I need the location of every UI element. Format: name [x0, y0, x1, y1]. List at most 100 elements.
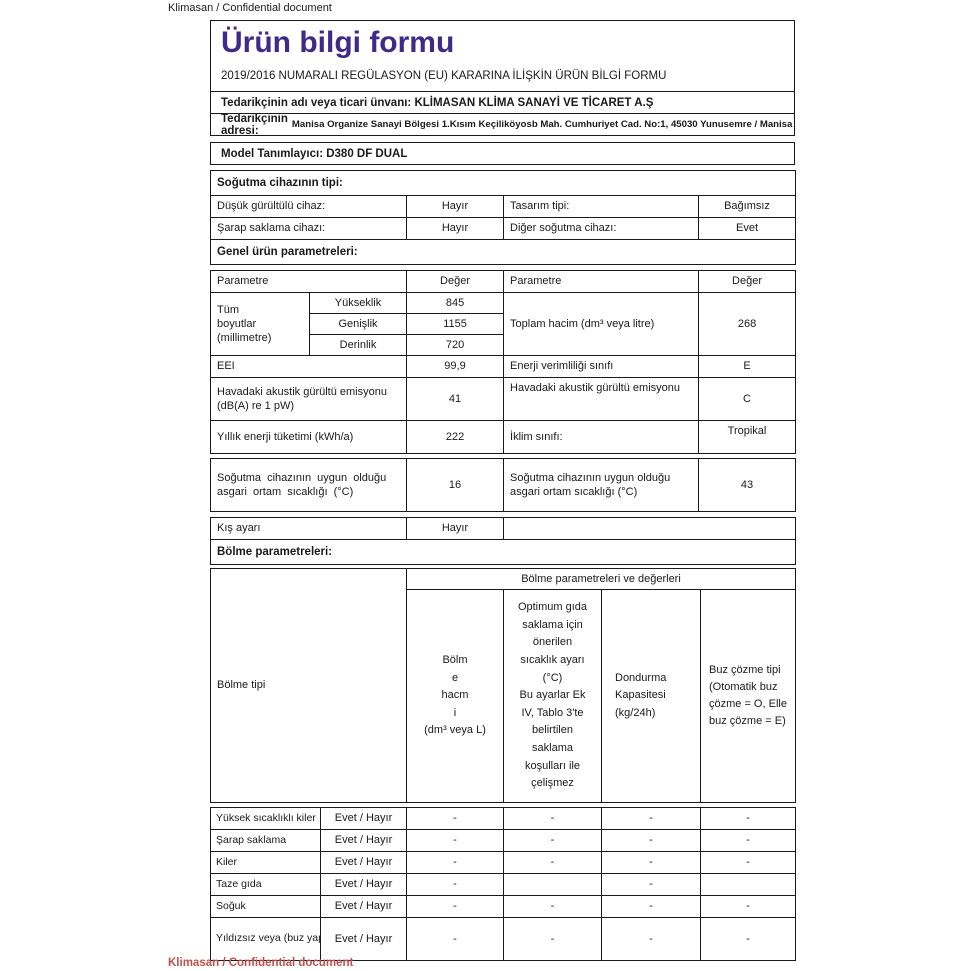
general-params-table: Parametre Değer Parametre Değer Tüm boyu…: [209, 270, 797, 454]
ambient-temp-table: Soğutma cihazının uygun olduğu asgari or…: [210, 458, 796, 512]
title-box: Ürün bilgi formu 2019/2016 NUMARALI REGÜ…: [210, 20, 795, 92]
row-zero-star-option: Evet / Hayır: [320, 917, 407, 961]
row-fresh-food-label: Taze gıda: [210, 873, 321, 896]
row-high-temp-cellar-option: Evet / Hayır: [320, 807, 407, 830]
row-chill-option: Evet / Hayır: [320, 895, 407, 918]
row-chill-label: Soğuk: [210, 895, 321, 918]
eei-value: 99,9: [406, 355, 505, 378]
compartment-temp-header: Optimum gıda saklama için önerilen sıcak…: [503, 589, 602, 803]
annual-energy-label: Yıllık enerji tüketimi (kWh/a): [209, 420, 408, 454]
row-wine-storage-v3: -: [601, 829, 701, 852]
row-fresh-food-v3: -: [601, 873, 701, 896]
row-cellar-option: Evet / Hayır: [320, 851, 407, 874]
dim-height-value: 845: [406, 292, 505, 314]
winter-setting-empty-cell: [503, 517, 796, 540]
total-volume-value: 268: [698, 292, 797, 356]
other-cooling-label: Diğer soğutma cihazı:: [503, 217, 699, 240]
dim-width-value: 1155: [406, 313, 505, 335]
dim-depth-label: Derinlik: [308, 334, 408, 356]
row-high-temp-cellar-v2: -: [503, 807, 602, 830]
dimensions-label: Tüm boyutlar (millimetre): [210, 292, 310, 356]
col-header-deger-left: Değer: [406, 270, 505, 293]
supplier-name: Tedarikçinin adı veya ticari ünvanı: KLİ…: [221, 96, 654, 109]
row-zero-star-v3: -: [601, 917, 701, 961]
row-fresh-food-v4: [700, 873, 796, 896]
supplier-name-row: Tedarikçinin adı veya ticari ünvanı: KLİ…: [210, 91, 795, 114]
row-wine-storage-v1: -: [406, 829, 504, 852]
row-high-temp-cellar-v3: -: [601, 807, 701, 830]
climate-class-label: İklim sınıfı:: [503, 420, 700, 454]
row-fresh-food-v1: -: [406, 873, 504, 896]
energy-class-label: Enerji verimliliği sınıfı: [503, 355, 700, 378]
page-title: Ürün bilgi formu: [221, 26, 455, 59]
winter-setting-value: Hayır: [406, 517, 504, 540]
col-header-deger-right: Değer: [698, 270, 797, 293]
row-cellar-label: Kiler: [210, 851, 321, 874]
noise-class-label: Havadaki akustik gürültü emisyonu: [503, 377, 700, 421]
model-identifier: Model Tanımlayıcı: D380 DF DUAL: [221, 147, 408, 160]
climate-class-value: Tropikal: [698, 420, 797, 454]
row-cellar-v3: -: [601, 851, 701, 874]
row-zero-star-v1: -: [406, 917, 504, 961]
row-cellar-v2: -: [503, 851, 602, 874]
general-params-heading: Genel ürün parametreleri:: [210, 239, 796, 265]
row-wine-storage-label: Şarap saklama: [210, 829, 321, 852]
wine-storage-label: Şarap saklama cihazı:: [210, 217, 407, 240]
row-cellar-v4: -: [700, 851, 796, 874]
min-ambient-temp-label: Soğutma cihazının uygun olduğu asgari or…: [210, 458, 407, 512]
row-wine-storage-v4: -: [700, 829, 796, 852]
eei-label: EEI: [209, 355, 408, 378]
row-fresh-food-v2: [503, 873, 602, 896]
winter-setting-label: Kış ayarı: [210, 517, 407, 540]
compartment-volume-header: Bölm e hacm i (dm³ veya L): [406, 589, 504, 803]
cooling-type-table: Soğutma cihazının tipi: Düşük gürültülü …: [210, 170, 796, 265]
row-high-temp-cellar-v4: -: [700, 807, 796, 830]
supplier-address-label: Tedarikçinin adresi:: [221, 112, 288, 137]
compartment-params-heading: Bölme parametreleri:: [210, 539, 796, 565]
design-type-value: Bağımsız: [698, 195, 796, 218]
row-chill-v2: -: [503, 895, 602, 918]
max-ambient-temp-value: 43: [698, 458, 796, 512]
other-cooling-value: Evet: [698, 217, 796, 240]
wine-storage-value: Hayır: [406, 217, 504, 240]
row-wine-storage-v2: -: [503, 829, 602, 852]
annual-energy-value: 222: [406, 420, 505, 454]
energy-class-value: E: [698, 355, 797, 378]
confidential-footer: Klimasan / Confidential document: [168, 957, 354, 969]
noise-class-value: C: [698, 377, 797, 421]
col-header-parametre-right: Parametre: [503, 270, 700, 293]
max-ambient-temp-label: Soğutma cihazının uygun olduğu asgari or…: [503, 458, 699, 512]
row-zero-star-v4: -: [700, 917, 796, 961]
defrost-type-header: Buz çözme tipi (Otomatik buz çözme = O, …: [699, 589, 797, 803]
row-high-temp-cellar-label: Yüksek sıcaklıklı kiler: [210, 807, 321, 830]
compartment-header-table: Bölme tipi Bölme parametreleri ve değerl…: [210, 568, 797, 803]
row-zero-star-v2: -: [503, 917, 602, 961]
dim-width-label: Genişlik: [308, 313, 408, 335]
row-cellar-v1: -: [406, 851, 504, 874]
confidential-header: Klimasan / Confidential document: [168, 2, 332, 14]
col-header-parametre-left: Parametre: [209, 270, 408, 293]
dim-depth-value: 720: [406, 334, 505, 356]
low-noise-label: Düşük gürültülü cihaz:: [210, 195, 407, 218]
total-volume-label: Toplam hacim (dm³ veya litre): [503, 292, 700, 356]
row-chill-v3: -: [601, 895, 701, 918]
low-noise-value: Hayır: [406, 195, 504, 218]
supplier-address-value: Manisa Organize Sanayi Bölgesi 1.Kısım K…: [291, 119, 793, 130]
dim-height-label: Yükseklik: [308, 292, 408, 314]
row-chill-v1: -: [406, 895, 504, 918]
form-content: Ürün bilgi formu 2019/2016 NUMARALI REGÜ…: [209, 20, 797, 971]
form-subtitle: 2019/2016 NUMARALI REGÜLASYON (EU) KARAR…: [221, 70, 667, 82]
row-high-temp-cellar-v1: -: [406, 807, 504, 830]
compartment-body-table: Yüksek sıcaklıklı kiler Evet / Hayır - -…: [210, 807, 796, 961]
design-type-label: Tasarım tipi:: [503, 195, 699, 218]
row-wine-storage-option: Evet / Hayır: [320, 829, 407, 852]
row-fresh-food-option: Evet / Hayır: [320, 873, 407, 896]
compartment-values-header: Bölme parametreleri ve değerleri: [405, 568, 797, 590]
noise-emission-label: Havadaki akustik gürültü emisyonu (dB(A)…: [209, 377, 408, 421]
row-chill-v4: -: [700, 895, 796, 918]
winter-setting-table: Kış ayarı Hayır Bölme parametreleri:: [210, 517, 796, 565]
freezing-capacity-header: Dondurma Kapasitesi (kg/24h): [601, 589, 701, 803]
noise-emission-value: 41: [406, 377, 505, 421]
min-ambient-temp-value: 16: [406, 458, 504, 512]
